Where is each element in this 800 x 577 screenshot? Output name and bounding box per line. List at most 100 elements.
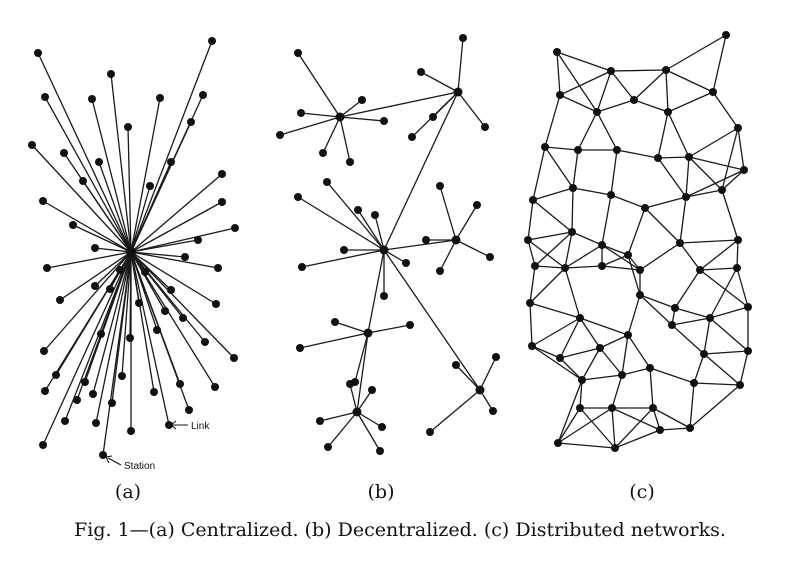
link-edge — [712, 34, 727, 93]
link-edge — [699, 269, 749, 308]
station-node — [531, 262, 539, 270]
station-node — [40, 347, 48, 355]
edges — [31, 40, 236, 456]
station-node — [459, 34, 467, 42]
decentralized-network-panel — [276, 34, 500, 455]
link-edge — [564, 231, 573, 269]
link-edge — [657, 156, 690, 159]
station-node — [194, 236, 202, 244]
station-node — [43, 264, 51, 272]
link-edge — [616, 149, 659, 159]
station-node — [524, 236, 532, 244]
station-node — [324, 443, 332, 451]
link-edge — [339, 99, 363, 118]
station-node — [408, 133, 416, 141]
link-edge — [689, 384, 741, 429]
station-node — [153, 326, 161, 334]
link-edge — [679, 196, 687, 244]
link-edge — [301, 249, 385, 268]
link-edge — [614, 429, 661, 449]
station-node — [608, 404, 616, 412]
link-edge — [354, 332, 369, 383]
link-edge — [736, 239, 739, 269]
link-edge — [59, 251, 132, 301]
station-node — [740, 166, 748, 174]
station-node — [376, 447, 384, 455]
station-node — [676, 239, 684, 247]
station-node — [624, 251, 632, 259]
station-node — [156, 94, 164, 102]
station-node — [554, 439, 562, 447]
link-edge — [557, 407, 581, 444]
station-node — [335, 112, 345, 122]
station-node — [91, 282, 99, 290]
link-edge — [679, 239, 739, 244]
link-edge — [531, 345, 561, 359]
link-edge — [559, 347, 601, 359]
station-label: Station — [124, 461, 155, 472]
station-node — [181, 253, 189, 261]
station-node — [39, 197, 47, 205]
station-node — [607, 67, 615, 75]
link-edge — [532, 199, 573, 233]
station-node — [39, 441, 47, 449]
link-edge — [44, 251, 132, 392]
station-node — [346, 380, 354, 388]
link-edge — [455, 204, 478, 241]
station-node — [185, 406, 193, 414]
station-node — [346, 158, 354, 166]
link-edge — [383, 239, 457, 251]
station-node — [630, 96, 638, 104]
link-edge — [527, 239, 566, 269]
station-node — [526, 299, 534, 307]
link-edge — [611, 407, 616, 449]
station-node — [685, 153, 693, 161]
station-node — [141, 268, 149, 276]
link-edge — [679, 242, 701, 271]
link-edge — [357, 209, 385, 251]
station-node — [69, 221, 77, 229]
panel-label-b: (b) — [368, 481, 395, 503]
link-edge — [339, 91, 459, 118]
station-node — [473, 201, 481, 209]
link-edge — [91, 98, 132, 253]
distributed-network-panel — [524, 31, 752, 452]
link-edge — [527, 239, 536, 267]
link-edge — [557, 379, 583, 444]
link-edge — [544, 94, 561, 148]
link-edge — [599, 334, 629, 349]
link-edge — [82, 180, 132, 253]
station-node — [649, 404, 657, 412]
station-node — [671, 304, 679, 312]
station-node — [97, 330, 105, 338]
link-edge — [685, 189, 723, 198]
link-edge — [665, 69, 714, 93]
nodes — [28, 37, 239, 459]
link-edge — [299, 332, 369, 349]
link-edge — [374, 214, 385, 251]
link-edge — [614, 407, 654, 449]
link-edge — [559, 317, 581, 359]
station-node — [118, 372, 126, 380]
link-edge — [544, 146, 579, 151]
link-edge — [652, 407, 691, 429]
link-edge — [571, 187, 574, 233]
station-node — [722, 31, 730, 39]
link-edge — [665, 34, 727, 71]
station-node — [116, 266, 124, 274]
link-edge — [110, 73, 132, 253]
station-node — [340, 246, 348, 254]
station-node — [613, 146, 621, 154]
station-node — [700, 350, 708, 358]
panel-label-c: (c) — [629, 481, 654, 503]
link-edge — [130, 227, 236, 253]
link-edge — [596, 99, 635, 113]
link-edge — [356, 411, 381, 452]
link-edge — [439, 239, 457, 272]
station-node — [734, 236, 742, 244]
station-node — [211, 383, 219, 391]
station-node — [641, 204, 649, 212]
link-edge — [581, 374, 623, 381]
station-node — [453, 87, 463, 97]
link-edge — [709, 267, 738, 319]
